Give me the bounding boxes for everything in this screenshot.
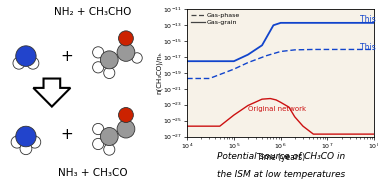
- Text: Original network: Original network: [248, 106, 306, 112]
- Circle shape: [16, 46, 36, 66]
- Polygon shape: [33, 79, 70, 107]
- Circle shape: [119, 31, 133, 46]
- Text: Potential source of CH₃CO in: Potential source of CH₃CO in: [217, 152, 346, 161]
- Text: +: +: [60, 127, 73, 142]
- Circle shape: [93, 62, 104, 73]
- Text: NH₃ + CH₃CO: NH₃ + CH₃CO: [58, 168, 127, 178]
- Circle shape: [16, 126, 36, 147]
- Circle shape: [93, 138, 104, 150]
- Legend: Gas-phase, Gas-grain: Gas-phase, Gas-grain: [190, 13, 241, 25]
- Circle shape: [20, 143, 32, 155]
- Text: NH₂ + CH₃CHO: NH₂ + CH₃CHO: [54, 7, 131, 17]
- Circle shape: [101, 128, 118, 145]
- Circle shape: [119, 108, 133, 122]
- Circle shape: [132, 53, 142, 63]
- X-axis label: Time (years): Time (years): [257, 153, 305, 162]
- Circle shape: [101, 51, 118, 69]
- Circle shape: [104, 144, 115, 155]
- Y-axis label: n(CH₃CO)/nₕ: n(CH₃CO)/nₕ: [155, 52, 162, 94]
- Text: This work: This work: [360, 15, 378, 24]
- Text: the ISM at low temperatures: the ISM at low temperatures: [217, 170, 346, 179]
- Circle shape: [29, 136, 41, 148]
- Text: This work: This work: [360, 43, 378, 52]
- Circle shape: [117, 120, 135, 138]
- Circle shape: [27, 57, 39, 69]
- Circle shape: [104, 67, 115, 79]
- Circle shape: [11, 136, 23, 148]
- Text: +: +: [60, 49, 73, 64]
- Circle shape: [93, 123, 104, 135]
- Circle shape: [93, 47, 104, 58]
- Circle shape: [13, 57, 25, 69]
- Circle shape: [117, 43, 135, 61]
